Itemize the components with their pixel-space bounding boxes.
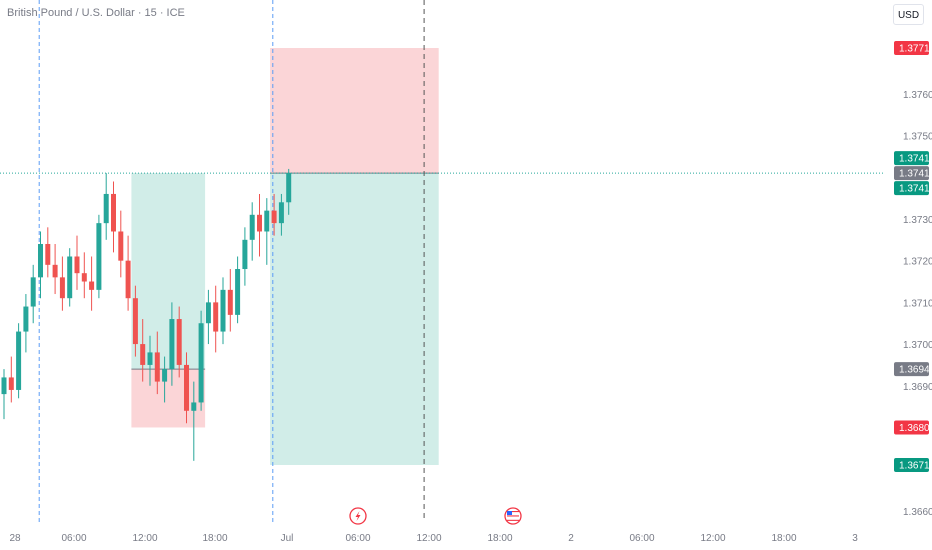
y-axis-tick-label: 1.3720 [903,257,932,268]
x-axis-tick-label: 18:00 [202,533,227,544]
candle-body [286,173,292,203]
candle-body [111,193,116,232]
candle-body [264,210,270,232]
candle-body [191,402,197,411]
long-position-loss-zone[interactable] [131,369,206,428]
candle-body [257,214,262,232]
candle-body [30,277,36,307]
x-axis-tick-label: 06:00 [61,533,86,544]
price-tag [894,181,929,196]
candle-body [96,223,102,290]
y-axis-tick-label: 1.3730 [903,215,932,226]
candle-body [162,369,168,382]
short-position-profit-zone[interactable] [270,173,439,465]
candle-body [220,289,226,332]
candle-body [74,256,80,274]
us-flag-stripe [507,513,519,515]
candle-body [132,298,138,345]
us-flag-stripe [507,515,519,517]
candle-body [8,377,14,390]
y-axis-tick-label: 1.3700 [903,340,932,351]
x-axis-tick-label: 18:00 [487,533,512,544]
candle-body [249,214,255,240]
candle-body [242,239,248,270]
price-tag-label: 1.3694 [899,365,930,376]
x-axis-tick-label: 12:00 [132,533,157,544]
long-position-profit-zone[interactable] [131,173,206,370]
x-axis-tick-label: 2 [568,533,574,544]
candle-body [227,289,233,315]
x-axis-tick-label: Jul [281,533,294,544]
candle-body [1,377,7,395]
x-axis-tick-label: 06:00 [629,533,654,544]
candle-body [198,323,204,403]
price-tag-label: 1.3680 [899,423,930,434]
price-tag [894,166,929,181]
lightning-icon-glyph [355,511,361,521]
symbol-title: British Pound / U.S. Dollar · 15 · ICE [7,7,185,19]
price-tag [894,41,929,55]
short-position-loss-zone[interactable] [270,48,439,174]
x-axis-tick-label: 18:00 [771,533,796,544]
us-flag-stripe [507,517,519,519]
candle-body [118,231,124,261]
candle-body [38,243,43,278]
candle-body [81,273,87,282]
candle-body [52,264,58,278]
us-flag-stripe [507,519,519,521]
x-axis-tick-label: 28 [9,533,21,544]
y-axis-tick-label: 1.3750 [903,132,932,143]
candle-body [103,193,109,224]
candle-body [147,352,153,365]
candle-body [235,269,241,315]
x-axis-tick-label: 06:00 [345,533,370,544]
y-axis-tick-label: 1.3690 [903,382,932,393]
candle-body [59,277,65,299]
price-tag-label: 1.3771 [899,44,930,55]
y-axis-tick-label: 1.3660 [903,507,932,518]
price-tag-label: 1.3741 [899,154,930,165]
price-tag-label: 1.3671 [899,461,930,472]
candle-body [271,210,277,224]
price-tag [894,420,929,435]
y-axis-tick-label: 1.3710 [903,298,932,309]
y-axis-tick-label: 1.3760 [903,90,932,101]
candle-body [154,352,160,382]
candle-body [205,302,211,324]
candle-body [140,344,146,365]
price-tag-label: 1.3741 [899,184,930,195]
candle-body [67,256,73,299]
candle-body [45,243,51,265]
price-tag [894,151,929,166]
x-axis-tick-label: 12:00 [416,533,441,544]
us-flag-stripe [507,511,519,513]
candle-body [16,331,22,390]
candle-body [169,319,175,370]
candle-body [176,319,182,365]
us-flag-canton [507,511,512,515]
candle-body [125,260,131,299]
price-tag-label: 1.3741 [899,169,930,180]
x-axis-tick-label: 12:00 [700,533,725,544]
x-axis-tick-label: 3 [852,533,858,544]
candle-body [213,302,219,332]
currency-button[interactable]: USD [893,4,924,25]
candle-body [278,202,284,224]
price-tag [894,362,929,377]
candle-body [184,364,189,411]
candle-body [23,306,29,332]
candle-body [89,281,95,290]
price-tag [894,458,929,472]
